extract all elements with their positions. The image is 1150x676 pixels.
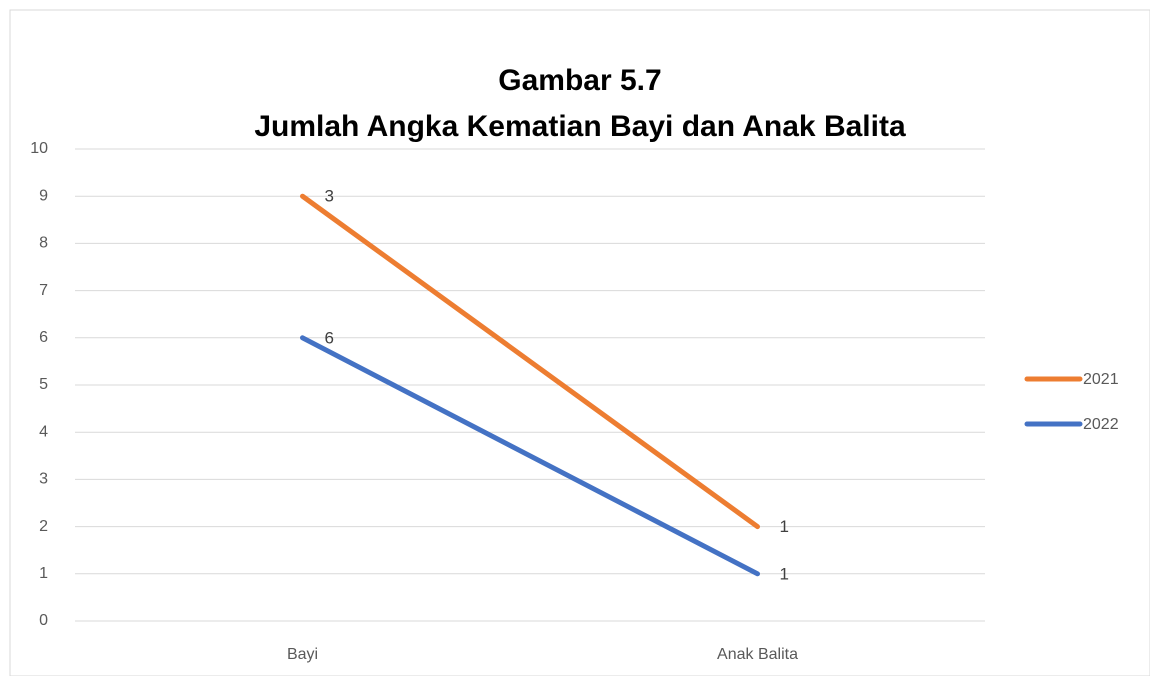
series-line	[300, 193, 760, 530]
y-tick-label: 6	[39, 329, 48, 346]
data-label: 1	[780, 564, 789, 583]
chart-title: Gambar 5.7	[498, 64, 661, 97]
y-tick-label: 0	[39, 612, 48, 629]
y-tick-label: 3	[39, 471, 48, 488]
y-tick-label: 4	[39, 423, 48, 440]
x-tick-label: Bayi	[287, 646, 318, 663]
y-tick-label: 10	[30, 140, 48, 157]
series-line	[300, 335, 760, 577]
data-label: 6	[325, 328, 334, 347]
y-tick-label: 1	[39, 565, 48, 582]
y-tick-label: 5	[39, 376, 48, 393]
legend-label: 2021	[1083, 371, 1119, 388]
chart-border	[9, 9, 1150, 676]
y-tick-label: 8	[39, 235, 48, 252]
y-tick-label: 2	[39, 518, 48, 535]
legend-label: 2022	[1083, 416, 1119, 433]
chart-subtitle: Jumlah Angka Kematian Bayi dan Anak Bali…	[254, 110, 906, 143]
data-label: 1	[780, 517, 789, 536]
data-label: 3	[325, 187, 334, 206]
x-tick-label: Anak Balita	[717, 646, 798, 663]
y-tick-label: 7	[39, 282, 48, 299]
y-tick-label: 9	[39, 187, 48, 204]
